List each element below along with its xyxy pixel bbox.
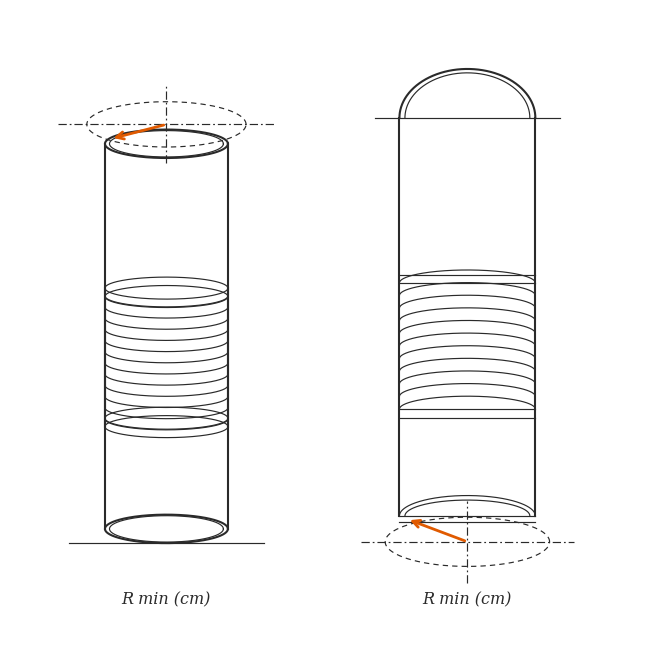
Text: R min (cm): R min (cm) bbox=[122, 592, 211, 608]
Text: R min (cm): R min (cm) bbox=[422, 592, 512, 608]
